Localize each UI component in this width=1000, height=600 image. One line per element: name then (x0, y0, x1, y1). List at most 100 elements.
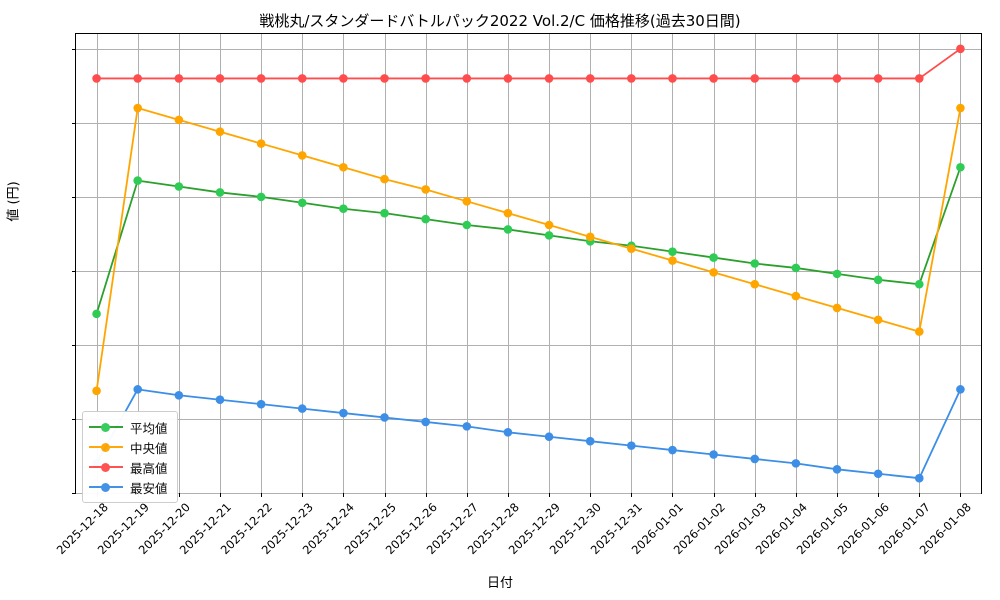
data-point (215, 127, 225, 137)
gridline-vertical (302, 34, 304, 493)
x-tick-mark (631, 493, 633, 497)
gridline-vertical (549, 34, 551, 493)
gridline-horizontal (76, 122, 981, 124)
data-point (421, 74, 430, 83)
x-tick-label: 2026-01-06 (834, 500, 893, 558)
data-point (668, 74, 677, 83)
legend-item[interactable]: 最安値 (89, 477, 168, 497)
x-tick-mark (384, 493, 386, 497)
x-tick-mark (549, 493, 551, 497)
x-tick-mark (837, 493, 839, 497)
data-point (585, 436, 595, 446)
data-point (914, 279, 924, 289)
data-point (297, 74, 307, 83)
legend-item[interactable]: 最高値 (89, 457, 168, 477)
data-point (750, 74, 760, 83)
data-point (956, 162, 965, 172)
x-tick-label: 2025-12-26 (382, 500, 440, 558)
data-point (832, 465, 842, 474)
data-point (914, 327, 924, 336)
data-point (92, 309, 101, 319)
gridline-horizontal (76, 418, 981, 420)
x-tick-label: 2025-12-25 (341, 500, 399, 558)
x-tick-mark (219, 493, 221, 497)
data-point (956, 103, 965, 113)
data-point (832, 74, 842, 83)
gridline-vertical (507, 34, 509, 493)
y-tick-mark (72, 344, 76, 346)
gridline-horizontal (76, 48, 981, 50)
data-point (133, 176, 143, 185)
gridline-vertical (631, 34, 633, 493)
gridline-horizontal (76, 196, 981, 198)
x-tick-label: 2025-12-27 (423, 500, 481, 558)
x-tick-mark (795, 493, 797, 497)
data-point (339, 408, 348, 418)
x-tick-label: 2026-01-03 (711, 500, 769, 558)
series-最安値 (92, 385, 965, 483)
x-tick-label: 2026-01-04 (752, 500, 810, 558)
data-point (174, 115, 184, 125)
data-point (256, 139, 266, 148)
data-point (832, 269, 842, 279)
legend-swatch-icon (89, 480, 123, 494)
x-tick-label: 2025-12-22 (217, 500, 276, 558)
data-point (873, 315, 883, 325)
data-point (297, 404, 307, 413)
plot-area: 050100150200250300 2025-12-182025-12-192… (53, 33, 982, 557)
data-point (832, 303, 842, 313)
legend-item[interactable]: 平均値 (89, 417, 168, 437)
x-tick-label: 2026-01-02 (670, 500, 728, 558)
data-point (873, 74, 883, 83)
data-point (709, 253, 718, 262)
x-tick-mark (261, 493, 263, 497)
gridline-vertical (219, 34, 221, 493)
x-tick-mark (919, 493, 921, 497)
y-tick-mark (72, 196, 76, 198)
x-tick-label: 2026-01-07 (876, 500, 934, 558)
legend-label: 中央値 (130, 440, 168, 456)
data-point (462, 220, 472, 230)
data-point (92, 74, 101, 83)
gridline-horizontal (76, 493, 981, 494)
data-point (791, 291, 801, 301)
data-point (380, 413, 389, 422)
data-point (133, 74, 143, 83)
data-point (750, 454, 760, 464)
data-point (791, 263, 801, 273)
data-point (503, 208, 513, 218)
data-point (668, 247, 677, 256)
data-point (709, 74, 718, 83)
chart-legend: 平均値中央値最高値 最安値 (82, 411, 178, 503)
data-point (215, 74, 225, 83)
data-point (503, 74, 513, 83)
x-tick-mark (960, 493, 962, 497)
data-point (421, 417, 430, 427)
data-point (339, 74, 348, 83)
x-tick-mark (878, 493, 880, 497)
x-tick-mark (425, 493, 427, 497)
gridline-vertical (261, 34, 263, 493)
data-point (462, 74, 472, 83)
legend-label: 最高値 (130, 460, 168, 476)
legend-item[interactable]: 中央値 (89, 437, 168, 457)
data-point (627, 74, 636, 83)
data-point (380, 208, 389, 218)
gridline-vertical (96, 34, 98, 493)
gridline-vertical (137, 34, 139, 493)
data-point (750, 259, 760, 268)
x-tick-mark (343, 493, 345, 497)
x-tick-label: 2025-12-21 (176, 500, 234, 558)
data-point (668, 445, 677, 455)
data-point (709, 450, 718, 459)
series-line (95, 107, 962, 392)
data-point (339, 162, 348, 172)
y-tick-mark (72, 270, 76, 272)
gridline-vertical (713, 34, 715, 493)
data-point (462, 422, 472, 431)
x-tick-label: 2026-01-05 (793, 500, 851, 558)
gridline-vertical (919, 34, 921, 493)
x-tick-label: 2025-12-28 (464, 500, 522, 558)
data-point (174, 74, 184, 83)
